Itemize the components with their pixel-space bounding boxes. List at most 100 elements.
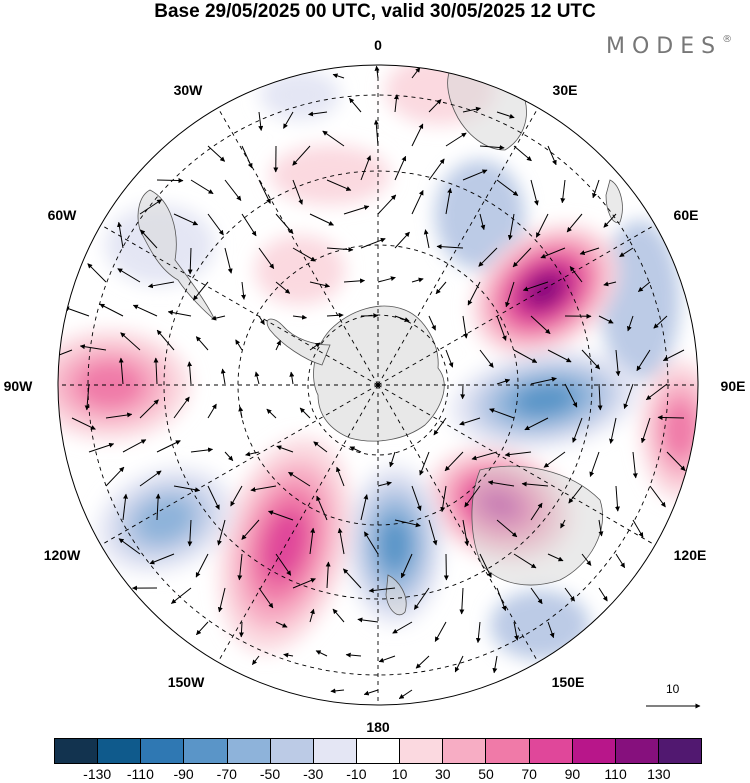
wind-arrow <box>637 281 651 292</box>
wind-arrow <box>479 213 486 231</box>
wind-arrow <box>436 244 464 250</box>
anomaly-contour <box>600 220 680 380</box>
colorbar <box>54 738 702 764</box>
wind-arrow <box>153 357 159 385</box>
wind-arrow <box>496 111 515 119</box>
lon-label-30w: 30W <box>173 82 203 98</box>
wind-arrow <box>192 281 209 301</box>
wind-arrow <box>598 315 614 324</box>
modes-logo: MODES® <box>606 34 732 59</box>
wind-arrow <box>513 349 538 363</box>
wind-arrow <box>462 519 470 547</box>
wind-arrow <box>288 471 311 487</box>
wind-arrow <box>400 553 413 579</box>
wind-arrow <box>173 485 201 493</box>
colorbar-tick-label: -130 <box>83 766 112 782</box>
wind-arrow <box>522 281 549 292</box>
wind-arrow <box>547 145 557 166</box>
wind-arrow <box>241 213 257 237</box>
new-zealand <box>385 574 407 616</box>
wind-arrow <box>120 332 141 351</box>
colorbar-tick-label: -50 <box>259 766 281 782</box>
lon-label-60e: 60E <box>673 207 699 223</box>
wind-arrow <box>171 587 192 604</box>
wind-arrow <box>373 119 379 147</box>
wind-arrow <box>349 446 362 453</box>
wind-arrow <box>207 213 224 236</box>
wind-arrow <box>316 495 328 521</box>
wind-arrow <box>283 111 294 129</box>
wind-arrow <box>398 689 413 699</box>
wind-arrow <box>619 247 634 258</box>
wind-arrow <box>167 310 192 317</box>
wind-arrow <box>547 349 572 363</box>
wind-arrow <box>626 315 634 332</box>
wind-arrow <box>224 247 233 274</box>
wind-arrow <box>336 466 345 487</box>
wind-arrow <box>195 336 209 351</box>
wind-arrow <box>275 281 291 294</box>
anomaly-contour <box>135 497 195 543</box>
wind-arrow <box>589 451 600 477</box>
wind-arrow <box>632 451 638 479</box>
wind-arrow <box>609 417 617 444</box>
colorbar-swatch <box>98 739 142 763</box>
wind-arrow <box>568 485 583 504</box>
wind-arrow <box>662 349 685 362</box>
land-masses <box>137 66 623 616</box>
wind-arrow <box>411 277 424 283</box>
wind-arrow <box>238 621 244 638</box>
colorbar-swatch <box>227 739 271 763</box>
madagascar <box>605 179 623 223</box>
wind-arrow <box>266 408 277 419</box>
wind-arrow <box>122 493 128 521</box>
wind-arrow <box>394 519 421 528</box>
wind-arrow <box>283 652 294 658</box>
wind-arrow <box>496 378 511 385</box>
wind-arrow <box>258 247 275 270</box>
wind-arrow <box>224 451 234 461</box>
wind-arrow <box>258 587 274 609</box>
wind-arrow <box>513 145 532 162</box>
wind-arrow <box>322 130 345 147</box>
wind-arrow <box>530 315 551 335</box>
map-title: Base 29/05/2025 00 UTC, valid 30/05/2025… <box>154 1 596 22</box>
wind-arrow <box>389 451 396 468</box>
anomaly-contour <box>255 235 345 305</box>
wind-arrow <box>173 396 190 419</box>
wind-arrow <box>392 621 413 634</box>
wind-arrow <box>118 538 141 555</box>
wind-arrow <box>530 179 539 206</box>
wind-arrow <box>289 371 295 385</box>
wind-arrow <box>603 281 617 287</box>
wind-arrow <box>377 276 396 283</box>
colorbar-tick-label: 70 <box>521 766 537 782</box>
wind-arrow <box>581 553 592 566</box>
colorbar-swatch <box>356 739 401 763</box>
wind-arrow <box>345 652 362 658</box>
wind-arrow <box>217 519 226 546</box>
colorbar-tick-label: -30 <box>303 766 324 782</box>
wind-arrow <box>478 247 498 267</box>
wind-arrow <box>579 247 600 255</box>
wind-arrow <box>415 655 430 669</box>
colorbar-tick-label: 110 <box>604 766 627 782</box>
wind-arrow <box>241 281 246 300</box>
wind-arrow <box>433 417 447 436</box>
wind-arrow <box>343 205 370 215</box>
wind-arrow <box>597 383 603 411</box>
wind-vectors <box>58 65 686 699</box>
wind-arrow <box>275 621 288 628</box>
wind-arrow <box>187 361 193 385</box>
australia <box>471 465 603 586</box>
wind-arrow <box>428 158 445 181</box>
wind-arrow <box>434 621 447 642</box>
wind-arrow <box>87 263 107 283</box>
wind-arrow <box>653 315 668 329</box>
wind-arrow <box>598 587 608 602</box>
wind-arrow <box>496 519 518 538</box>
wind-arrow <box>139 470 162 487</box>
colorbar-swatch <box>572 739 616 763</box>
lon-label-180: 180 <box>366 719 390 735</box>
wind-arrow <box>173 213 199 226</box>
